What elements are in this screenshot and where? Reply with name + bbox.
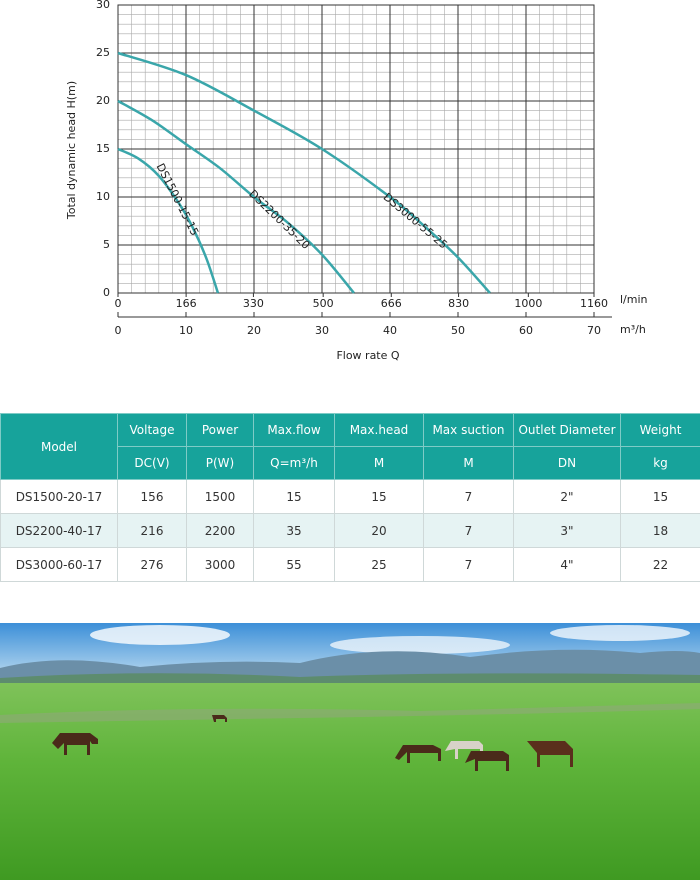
unit-cell: P(W)	[186, 446, 254, 480]
y-tick-label: 10	[96, 190, 110, 203]
header-cell: Model	[0, 413, 118, 480]
x2-tick-label: 1160	[580, 297, 608, 310]
x2-unit: l/min	[620, 293, 648, 306]
data-cell: 216	[117, 513, 187, 548]
x2-tick-label: 330	[243, 297, 264, 310]
x-tick-label: 10	[179, 324, 193, 337]
x2-tick-label: 500	[313, 297, 334, 310]
curve	[117, 99, 355, 294]
header-cell: Outlet Diameter	[513, 413, 621, 447]
data-cell: 1500	[186, 479, 254, 514]
unit-row: DC(V) P(W) Q=m³/h M M DN kg	[1, 446, 700, 480]
header-row: Model Voltage Power Max.flow Max.head Max suc…	[0, 413, 700, 480]
y-tick-label: 5	[103, 238, 110, 251]
data-cell: 15	[620, 479, 700, 514]
spec-table: Model Voltage Power Max.flow Max.head Max suc…	[0, 413, 700, 582]
x-tick-label: 20	[247, 324, 261, 337]
header-cell: Power	[186, 413, 254, 447]
cloud	[90, 625, 230, 645]
y-tick-label: 0	[103, 286, 110, 299]
data-cell: 20	[334, 513, 424, 548]
curve	[117, 51, 491, 294]
x-tick-label: 0	[115, 324, 122, 337]
data-cell: 3000	[186, 547, 254, 582]
data-cell: 3"	[513, 513, 621, 548]
y-tick-label: 20	[96, 94, 110, 107]
x-tick-label: 70	[587, 324, 601, 337]
x2-tick-label: 830	[448, 297, 469, 310]
data-cell: 4"	[513, 547, 621, 582]
data-cell: 35	[253, 513, 335, 548]
x-axis-title: Flow rate Q	[336, 349, 399, 362]
data-cell: 2200	[186, 513, 254, 548]
unit-cell: M	[334, 446, 424, 480]
curve-label: DS1500-15-15	[154, 161, 202, 238]
header-cell: Max.head	[334, 413, 424, 447]
y-tick-label: 25	[96, 46, 110, 59]
data-cell: 15	[253, 479, 335, 514]
x-unit: m³/h	[620, 323, 646, 336]
unit-cell: DC(V)	[117, 446, 187, 480]
horses	[52, 715, 573, 771]
data-cell: 25	[334, 547, 424, 582]
data-row: DS1500-20-17 156 1500 15 15 7 2" 15	[0, 479, 700, 514]
data-cell: 2"	[513, 479, 621, 514]
header-cell: Max suction	[423, 413, 514, 447]
x2-tick-label: 0	[115, 297, 122, 310]
y-axis-title: Total dynamic head H(m)	[65, 81, 78, 220]
data-cell: DS2200-40-17	[0, 513, 118, 548]
y-tick-label: 15	[96, 142, 110, 155]
x2-tick-label: 666	[381, 297, 402, 310]
data-cell: DS1500-20-17	[0, 479, 118, 514]
data-cell: 55	[253, 547, 335, 582]
data-cell: 276	[117, 547, 187, 582]
unit-cell: Q=m³/h	[253, 446, 335, 480]
header-cell: Voltage	[117, 413, 187, 447]
header-cell: Max.flow	[253, 413, 335, 447]
x-tick-label: 40	[383, 324, 397, 337]
x2-tick-label: 1000	[514, 297, 542, 310]
x-tick-label: 30	[315, 324, 329, 337]
unit-cell: M	[423, 446, 514, 480]
data-row: DS2200-40-17 216 2200 35 20 7 3" 18	[0, 513, 700, 548]
data-cell: 22	[620, 547, 700, 582]
landscape-photo	[0, 623, 700, 880]
y-tick-label: 30	[96, 0, 110, 11]
x-tick-label: 50	[451, 324, 465, 337]
data-cell: 7	[423, 479, 514, 514]
data-cell: 18	[620, 513, 700, 548]
data-row: DS3000-60-17 276 3000 55 25 7 4" 22	[0, 547, 700, 582]
curve	[117, 147, 220, 294]
unit-cell: DN	[513, 446, 621, 480]
data-cell: 156	[117, 479, 187, 514]
data-cell: 7	[423, 513, 514, 548]
data-cell: DS3000-60-17	[0, 547, 118, 582]
header-cell: Weight	[620, 413, 700, 447]
x-tick-label: 60	[519, 324, 533, 337]
cloud	[330, 636, 510, 654]
cloud	[550, 625, 690, 641]
unit-cell: kg	[620, 446, 700, 480]
track	[0, 703, 700, 723]
data-cell: 7	[423, 547, 514, 582]
chart: l/min m³/h Flow rate Q Total dynamic hea…	[65, 0, 648, 362]
x2-tick-label: 166	[176, 297, 197, 310]
curve-label: DS3000-55-25	[381, 191, 450, 252]
data-cell: 15	[334, 479, 424, 514]
